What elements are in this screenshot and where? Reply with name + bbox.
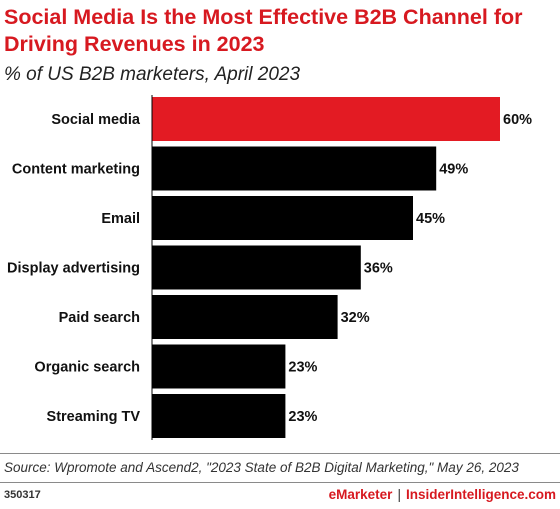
chart-id: 350317 <box>4 489 41 501</box>
emarketer-brand: eMarketer <box>328 487 393 502</box>
bar-organic-search <box>152 344 286 389</box>
category-label: Organic search <box>34 360 140 376</box>
brand-credit: eMarketer | InsiderIntelligence.com <box>329 487 556 502</box>
bar-email <box>152 196 413 240</box>
bar-paid-search <box>152 295 338 339</box>
value-label: 23% <box>288 360 317 376</box>
category-label: Social media <box>51 112 141 128</box>
value-label: 60% <box>503 112 532 128</box>
bar-social-media <box>152 97 500 141</box>
category-label: Paid search <box>59 310 140 326</box>
bar-chart: Social media 60% Content marketing 49% Email… <box>7 95 532 440</box>
bar-streaming-tv <box>152 394 286 438</box>
bar-content-marketing <box>152 146 437 191</box>
value-label: 32% <box>341 310 370 326</box>
chart-subtitle: % of US B2B marketers, April 2023 <box>4 64 301 85</box>
footer-divider-top <box>0 453 560 454</box>
value-label: 36% <box>364 261 393 277</box>
bar-display-advertising <box>152 245 361 290</box>
value-label: 23% <box>288 409 317 425</box>
source-note: Source: Wpromote and Ascend2, "2023 Stat… <box>4 460 519 475</box>
value-label: 45% <box>416 211 445 227</box>
category-label: Display advertising <box>7 261 140 277</box>
category-label: Streaming TV <box>47 409 141 425</box>
chart-title: Social Media Is the Most Effective B2B C… <box>4 5 523 56</box>
category-label: Email <box>101 211 140 227</box>
value-label: 49% <box>439 162 468 178</box>
insider-intelligence-brand: InsiderIntelligence.com <box>405 487 556 502</box>
category-label: Content marketing <box>12 162 140 178</box>
footer-divider-bottom <box>0 482 560 483</box>
brand-separator: | <box>397 487 401 502</box>
